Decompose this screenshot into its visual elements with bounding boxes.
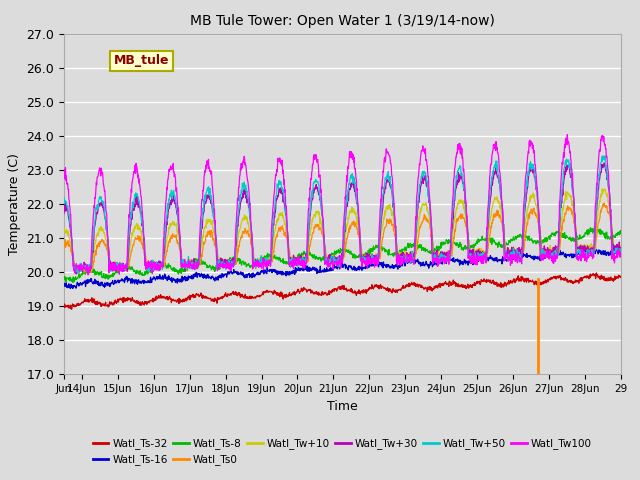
X-axis label: Time: Time [327,400,358,413]
Text: MB_tule: MB_tule [114,54,170,67]
Legend: Watl_Ts-32, Watl_Ts-16, Watl_Ts-8, Watl_Ts0, Watl_Tw+10, Watl_Tw+30, Watl_Tw+50,: Watl_Ts-32, Watl_Ts-16, Watl_Ts-8, Watl_… [88,434,596,469]
Title: MB Tule Tower: Open Water 1 (3/19/14-now): MB Tule Tower: Open Water 1 (3/19/14-now… [190,14,495,28]
Y-axis label: Temperature (C): Temperature (C) [8,153,21,255]
